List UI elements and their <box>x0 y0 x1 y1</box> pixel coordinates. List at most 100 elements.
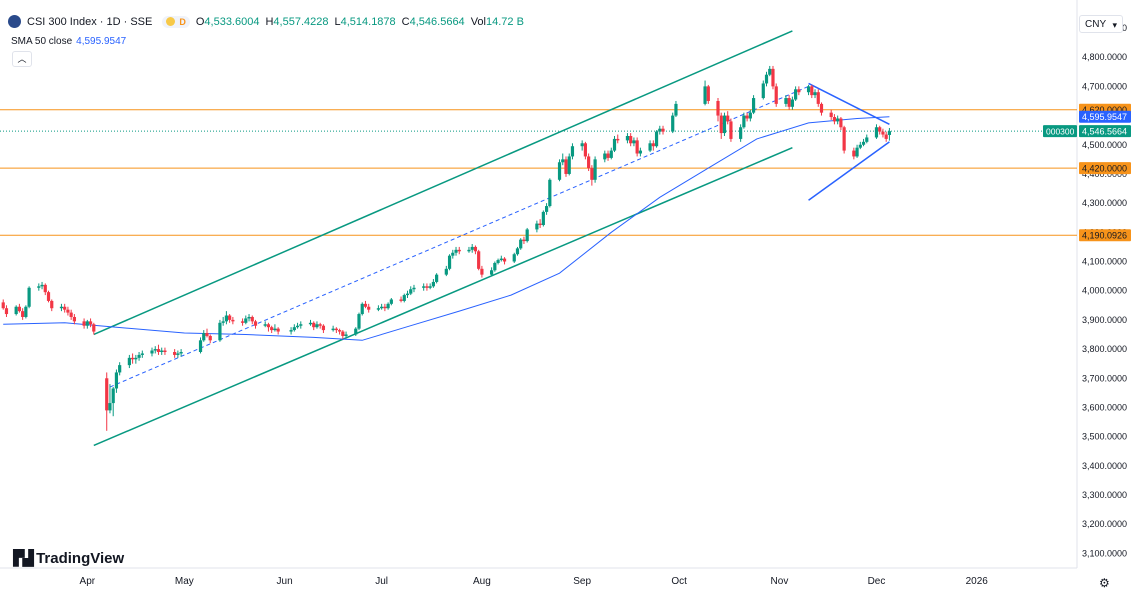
candle-body <box>14 306 18 315</box>
sma-value: 4,595.9547 <box>76 36 127 47</box>
candle-body <box>344 334 348 336</box>
y-tick-label: 4,700.0000 <box>1082 81 1127 91</box>
candle-body <box>865 137 869 142</box>
y-tick-label: 4,800.0000 <box>1082 52 1127 62</box>
candle-body <box>289 330 293 332</box>
candle-body <box>716 100 720 116</box>
candle-body <box>354 328 358 335</box>
candle-body <box>852 150 856 157</box>
candle-body <box>244 318 248 323</box>
candle-body <box>105 378 109 411</box>
y-tick-label: 3,400.0000 <box>1082 461 1127 471</box>
candle-body <box>299 324 303 326</box>
candle-body <box>855 147 859 157</box>
sma-legend[interactable]: SMA 50 close 4,595.9547 <box>11 36 126 47</box>
candle-body <box>114 372 119 389</box>
close-value: 4,546.5664 <box>409 15 465 28</box>
candle-body <box>276 328 280 332</box>
sma50-line <box>3 116 890 341</box>
gear-icon[interactable]: ⚙ <box>1099 576 1110 590</box>
candle-body <box>881 131 885 135</box>
level-price-tag <box>1079 162 1131 175</box>
symbol-tag <box>1043 125 1077 138</box>
candle-body <box>719 115 723 134</box>
currency-label: CNY <box>1085 19 1107 30</box>
candle-body <box>218 322 222 341</box>
market-status-badge[interactable]: D <box>162 15 190 28</box>
candle-body <box>273 328 277 331</box>
candle-body <box>564 159 568 174</box>
open-label: O <box>195 15 205 28</box>
candle-body <box>422 286 426 288</box>
candle-body <box>609 150 613 158</box>
candle-body <box>764 74 769 84</box>
candle-body <box>606 153 610 158</box>
candle-body <box>651 143 655 147</box>
candle-body <box>27 287 31 307</box>
sma-label: SMA 50 close <box>11 36 73 47</box>
candle-body <box>829 112 833 118</box>
candle-body <box>544 206 549 212</box>
candle-body <box>108 403 112 411</box>
candle-body <box>150 350 154 354</box>
candle-body <box>308 322 313 325</box>
candle-body <box>768 68 772 75</box>
candle-body <box>787 98 791 107</box>
candle-body <box>832 117 837 122</box>
csi-logo-icon[interactable] <box>8 15 21 28</box>
candle-body <box>836 118 840 122</box>
candle-body <box>331 328 335 331</box>
candle-body <box>435 274 439 282</box>
open-value: 4,533.6004 <box>204 15 260 28</box>
candle-body <box>221 321 225 323</box>
candle-body <box>470 246 474 250</box>
candle-body <box>473 246 478 252</box>
candle-body <box>263 324 267 326</box>
candle-body <box>658 128 662 132</box>
candle-body <box>454 249 458 253</box>
currency-selector[interactable]: CNY ▾ <box>1079 15 1123 33</box>
candle-body <box>816 92 820 104</box>
candle-body <box>21 311 25 317</box>
legend-collapse-button[interactable]: ︿ <box>12 51 32 67</box>
candle-body <box>37 286 41 288</box>
symbol-tag-label: 000300 <box>1046 127 1075 137</box>
tradingview-logo[interactable]: ▛▟ TradingView <box>13 549 124 568</box>
candle-body <box>163 350 167 352</box>
candle-body <box>250 316 254 322</box>
candle-body <box>231 319 235 322</box>
candle-body <box>405 293 410 296</box>
candle-body <box>548 179 552 207</box>
candle-body <box>88 321 93 325</box>
candle-body <box>360 303 364 315</box>
level-price-label: 4,190.0926 <box>1082 231 1127 241</box>
y-tick-label: 3,800.0000 <box>1082 344 1127 354</box>
channel-upper-line <box>93 30 793 336</box>
candle-body <box>376 308 381 310</box>
candle-body <box>519 239 523 249</box>
candle-body <box>635 140 639 154</box>
candle-body <box>50 300 54 309</box>
candle-body <box>137 354 141 358</box>
price-tag-label: 4,595.9547 <box>1082 112 1127 122</box>
candle-body <box>228 315 232 320</box>
candle-body <box>131 357 135 360</box>
level-price-label: 4,620.0000 <box>1082 105 1127 115</box>
symbol-legend: CSI 300 Index · 1D · SSE D O 4,533.6004 H… <box>8 15 524 28</box>
symbol-title[interactable]: CSI 300 Index · 1D · SSE <box>27 15 153 28</box>
candle-body <box>341 331 345 336</box>
candle-body <box>160 350 164 352</box>
candle-body <box>444 268 448 275</box>
candle-body <box>40 284 44 287</box>
chevron-up-icon: ︿ <box>17 54 27 64</box>
candle-body <box>240 321 245 323</box>
status-dot-icon <box>166 17 176 26</box>
candle-body <box>208 335 212 341</box>
candle-body <box>839 118 843 128</box>
candle-body <box>771 68 775 87</box>
level-price-tag <box>1079 229 1131 242</box>
candle-body <box>270 327 274 331</box>
y-tick-label: 4,300.0000 <box>1082 198 1127 208</box>
candle-body <box>784 98 788 104</box>
